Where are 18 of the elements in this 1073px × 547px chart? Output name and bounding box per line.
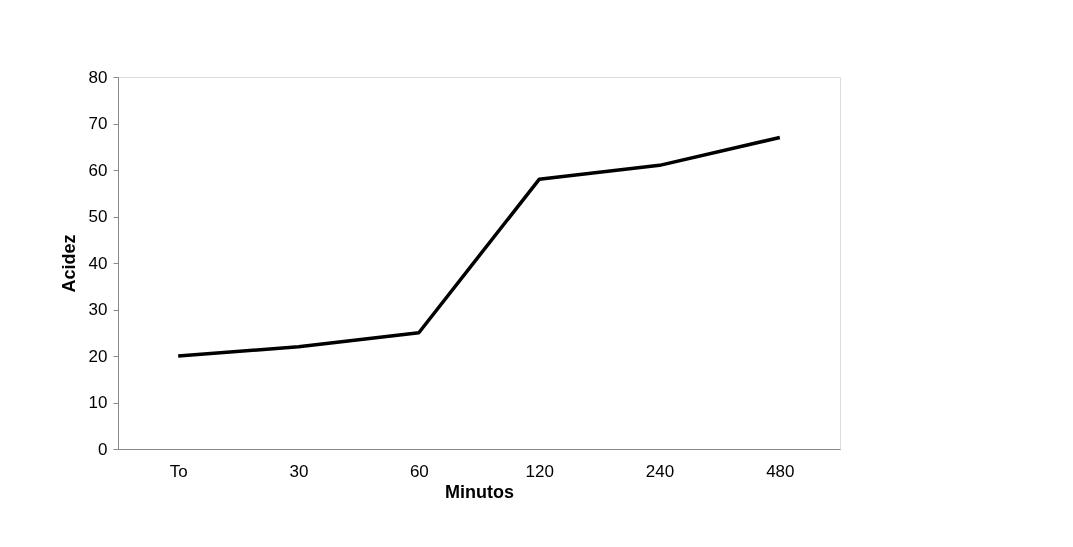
x-tick-label: 480 [766,461,795,481]
x-tick-label: 120 [525,461,554,481]
y-tick-label: 40 [88,253,108,273]
y-tick-label: 80 [88,67,108,87]
y-tick-label: 60 [88,160,108,180]
x-axis-title: Minutos [445,481,514,502]
y-tick-label: 50 [88,207,108,226]
y-tick-label: 10 [88,393,108,412]
y-axis-title: Acidez [58,234,79,293]
y-tick-label: 20 [88,346,108,366]
y-tick-label: 0 [98,439,108,459]
line-series [176,135,782,358]
y-tick-label: 70 [88,114,108,133]
y-tick-label: 30 [88,300,108,319]
x-tick-label: 30 [289,461,309,481]
x-tick-label: 240 [645,461,675,481]
x-tick-label: To [169,461,188,481]
x-tick-label: 60 [409,461,429,481]
